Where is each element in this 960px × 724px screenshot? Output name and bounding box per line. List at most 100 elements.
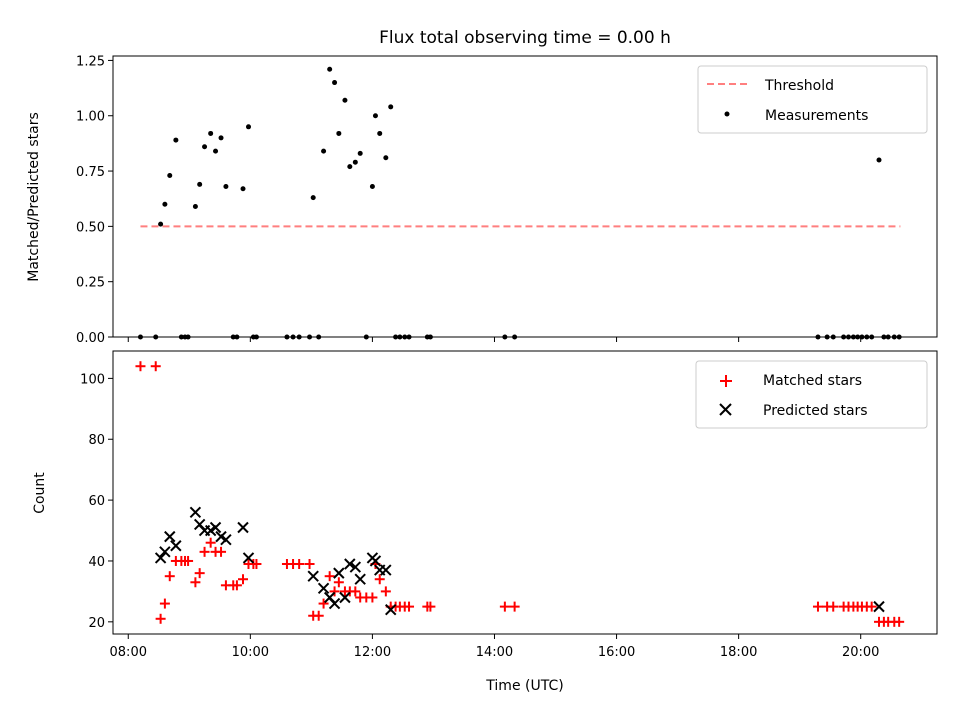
measurement-point xyxy=(876,157,882,163)
measurement-point xyxy=(218,135,224,141)
measurement-point xyxy=(158,221,164,227)
measurement-point xyxy=(173,137,179,143)
predicted-star-point xyxy=(220,533,232,546)
measurement-point xyxy=(388,104,394,110)
matched-star-point xyxy=(294,559,305,570)
top-y-tick-label: 0.25 xyxy=(76,276,105,291)
predicted-star-point xyxy=(369,555,382,567)
bottom-panel: 20 40 60 80 100 08:00 10:00 12:00 14:00 16:00 18:… xyxy=(32,350,938,694)
bottom-y-ticks: 20 40 60 80 100 xyxy=(80,372,113,631)
bottom-y-tick-label: 80 xyxy=(88,433,105,448)
predicted-star-point xyxy=(328,597,341,610)
matched-star-point xyxy=(251,559,262,570)
predicted-star-point xyxy=(159,546,171,558)
top-y-tick-label: 0.75 xyxy=(76,165,105,180)
bottom-x-tick-label: 10:00 xyxy=(232,645,269,660)
measurement-point xyxy=(202,144,208,150)
bottom-x-tick-label: 16:00 xyxy=(598,645,635,660)
top-y-tick-label: 0.50 xyxy=(76,220,105,235)
matched-star-point xyxy=(324,571,335,582)
matched-star-point xyxy=(318,598,329,609)
predicted-star-point xyxy=(209,521,222,534)
matched-star-point xyxy=(329,586,340,597)
bottom-y-axis-label: Count xyxy=(32,472,48,514)
matched-star-point xyxy=(135,361,146,372)
matched-star-point xyxy=(231,580,242,591)
legend-measurements-swatch xyxy=(724,111,730,117)
legend-matched-swatch xyxy=(720,375,732,387)
bottom-x-ticks: 08:00 10:00 12:00 14:00 16:00 18:00 20:00 xyxy=(110,634,879,660)
bottom-axes-frame xyxy=(112,350,938,635)
predicted-star-point xyxy=(237,521,249,534)
bottom-y-tick-label: 20 xyxy=(88,616,105,631)
chart-title: Flux total observing time = 0.00 h xyxy=(379,28,671,48)
measurement-point xyxy=(240,186,246,192)
measurement-point xyxy=(342,97,348,103)
measurement-point xyxy=(208,130,214,136)
matched-star-point xyxy=(350,586,361,597)
measurement-point xyxy=(332,80,338,86)
matched-star-point xyxy=(183,555,194,566)
matched-star-point xyxy=(425,601,436,612)
top-y-tick-label: 1.00 xyxy=(76,110,105,125)
measurement-point xyxy=(383,155,389,161)
legend-matched-label: Matched stars xyxy=(763,373,862,389)
matched-star-point xyxy=(199,546,210,557)
matched-star-point xyxy=(150,361,161,372)
legend-predicted-label: Predicted stars xyxy=(763,403,868,419)
predicted-star-point xyxy=(189,506,202,518)
measurement-point xyxy=(192,203,198,209)
legend-measurements-label: Measurements xyxy=(765,108,868,124)
matched-star-point xyxy=(866,601,877,612)
top-y-tick-label: 1.25 xyxy=(76,54,105,69)
bottom-legend: Matched stars Predicted stars xyxy=(695,360,928,429)
bottom-x-tick-label: 08:00 xyxy=(110,645,147,660)
matched-star-point xyxy=(155,613,166,624)
matched-star-point xyxy=(238,574,249,585)
bottom-y-tick-label: 60 xyxy=(88,494,105,509)
matched-star-point xyxy=(304,559,315,570)
top-legend: Threshold Measurements xyxy=(697,65,928,134)
measurement-point xyxy=(223,184,229,190)
matched-star-point xyxy=(380,586,391,597)
predicted-star-point xyxy=(354,573,366,585)
measurement-point xyxy=(162,201,168,207)
measurement-point xyxy=(213,148,219,154)
bottom-legend-box xyxy=(695,360,928,429)
measurement-point xyxy=(197,181,203,187)
measurement-point xyxy=(369,184,375,190)
predicted-star-point xyxy=(380,564,392,576)
predicted-star-point xyxy=(164,530,176,543)
predicted-star-point xyxy=(333,567,345,579)
matched-star-point xyxy=(216,546,227,557)
matched-star-point xyxy=(159,598,170,609)
measurement-point xyxy=(377,130,383,136)
measurement-point xyxy=(352,159,358,165)
bottom-y-tick-label: 100 xyxy=(80,372,105,387)
measurement-point xyxy=(347,164,353,170)
predicted-star-point xyxy=(317,582,330,595)
predicted-star-point xyxy=(242,552,255,564)
legend-predicted-swatch xyxy=(719,403,732,416)
matched-star-point xyxy=(164,571,175,582)
matched-star-point xyxy=(313,610,324,621)
matched-star-point xyxy=(894,616,905,627)
bottom-marks xyxy=(135,361,905,627)
bottom-x-tick-label: 18:00 xyxy=(720,645,757,660)
bottom-x-tick-label: 20:00 xyxy=(842,645,879,660)
predicted-star-point xyxy=(873,600,885,613)
matched-star-point xyxy=(812,601,823,612)
matched-star-point xyxy=(367,592,378,603)
measurement-point xyxy=(321,148,327,154)
legend-threshold-label: Threshold xyxy=(764,78,834,94)
top-y-tick-label: 0.00 xyxy=(76,331,105,346)
measurement-point xyxy=(167,172,173,178)
matched-star-point xyxy=(509,601,520,612)
matched-star-point xyxy=(333,577,344,588)
matched-star-point xyxy=(828,601,839,612)
top-legend-box xyxy=(697,65,928,134)
matched-star-point xyxy=(374,574,385,585)
bottom-y-tick-label: 40 xyxy=(88,555,105,570)
measurement-point xyxy=(310,195,316,201)
measurement-point xyxy=(246,124,252,130)
